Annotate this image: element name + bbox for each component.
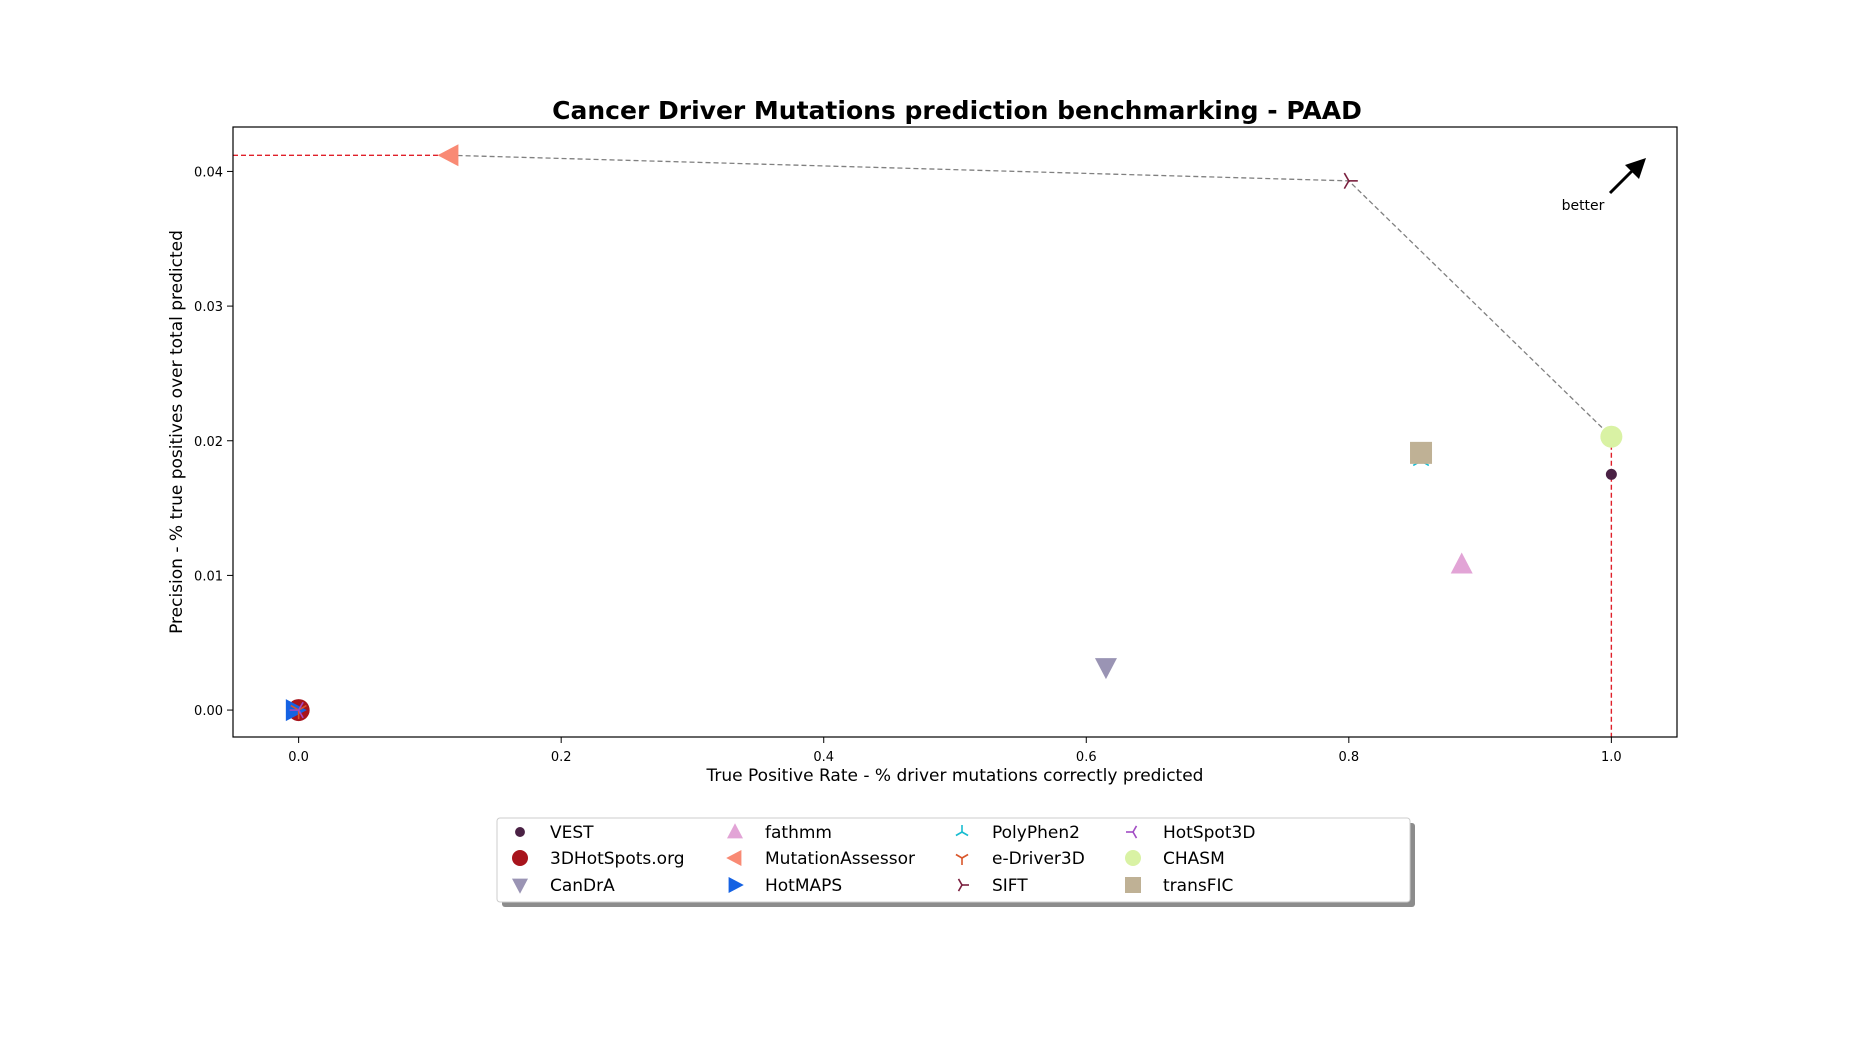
legend-label: transFIC [1163, 876, 1233, 896]
y-tick-label: 0.02 [194, 435, 223, 450]
legend-marker-candra [512, 878, 528, 894]
legend-marker-e-driver3d [955, 853, 969, 865]
chart-title: Cancer Driver Mutations prediction bench… [552, 96, 1362, 125]
legend-label: PolyPhen2 [992, 823, 1080, 843]
legend-marker-hotmaps [728, 877, 744, 893]
axes-frame [232, 126, 1678, 738]
legend-marker-transfic [1125, 877, 1141, 893]
legend-marker-chasm [1125, 850, 1141, 866]
legend-marker-sift [957, 878, 969, 892]
x-tick-label: 1.0 [1601, 750, 1622, 765]
x-tick-label: 0.0 [288, 750, 309, 765]
point-sift [1343, 172, 1358, 190]
x-axis-label: True Positive Rate - % driver mutations … [706, 766, 1204, 786]
y-tick-label: 0.03 [194, 300, 223, 315]
point-vest [1605, 468, 1617, 480]
legend-item-chasm: CHASM [1125, 849, 1225, 869]
legend-items: VEST 3DHotSpots.org CanDrA fathmm MutationAs… [512, 823, 1255, 896]
legend-item-transfic: transFIC [1125, 876, 1233, 896]
legend-item-3dhotspots-org: 3DHotSpots.org [512, 849, 685, 869]
x-tick-label: 0.2 [551, 750, 572, 765]
legend-box [496, 817, 1411, 903]
legend-label: CHASM [1163, 849, 1225, 869]
legend-marker-3dhotspots-org [512, 850, 528, 866]
legend-marker-polyphen2 [955, 825, 969, 837]
legend-label: HotSpot3D [1163, 823, 1255, 843]
legend-label: MutationAssessor [765, 849, 915, 869]
y-tick-label: 0.01 [194, 569, 223, 584]
legend-item-sift: SIFT [957, 876, 1028, 896]
legend-label: e-Driver3D [992, 849, 1085, 869]
y-axis-label: Precision - % true positives over total … [167, 230, 187, 634]
legend-marker-mutationassessor [726, 850, 742, 866]
point-fathmm [1450, 552, 1473, 574]
legend-item-e-driver3d: e-Driver3D [955, 849, 1085, 869]
x-tick-label: 0.4 [813, 750, 834, 765]
pareto-front-line [449, 154, 1612, 438]
better-arrow-shaft [1608, 166, 1637, 195]
legend-label: VEST [550, 823, 594, 843]
point-transfic [1410, 441, 1433, 464]
better-label: better [1562, 198, 1605, 214]
plot-area [233, 144, 1623, 737]
legend-marker-vest [515, 827, 525, 837]
better-annotation: better [1562, 158, 1646, 214]
better-arrow-head [1625, 158, 1646, 179]
legend-label: CanDrA [550, 876, 615, 896]
x-tick-label: 0.6 [1076, 750, 1097, 765]
legend-item-mutationassessor: MutationAssessor [726, 849, 915, 869]
legend-label: fathmm [765, 823, 832, 843]
legend-item-hotmaps: HotMAPS [728, 876, 842, 896]
legend-label: SIFT [992, 876, 1028, 896]
legend-label: HotMAPS [765, 876, 842, 896]
point-mutationassessor [437, 144, 459, 167]
legend-item-hotspot3d: HotSpot3D [1126, 823, 1255, 843]
legend-item-candra: CanDrA [512, 876, 615, 896]
y-axis-ticks: 0.00 0.01 0.02 0.03 0.04 [194, 165, 233, 719]
legend-marker-fathmm [727, 823, 743, 839]
legend-marker-hotspot3d [1126, 825, 1138, 839]
y-tick-label: 0.04 [194, 165, 223, 180]
point-chasm [1600, 425, 1623, 448]
y-tick-label: 0.00 [194, 704, 223, 719]
point-candra [1094, 658, 1117, 680]
legend-label: 3DHotSpots.org [550, 849, 685, 869]
legend: VEST 3DHotSpots.org CanDrA fathmm MutationAs… [496, 817, 1415, 907]
point-hotspot3d [289, 701, 304, 719]
legend-item-vest: VEST [515, 823, 594, 843]
legend-item-polyphen2: PolyPhen2 [955, 823, 1080, 843]
x-axis-ticks: 0.0 0.2 0.4 0.6 0.8 1.0 [288, 737, 1622, 765]
x-tick-label: 0.8 [1338, 750, 1359, 765]
legend-item-fathmm: fathmm [727, 823, 832, 843]
